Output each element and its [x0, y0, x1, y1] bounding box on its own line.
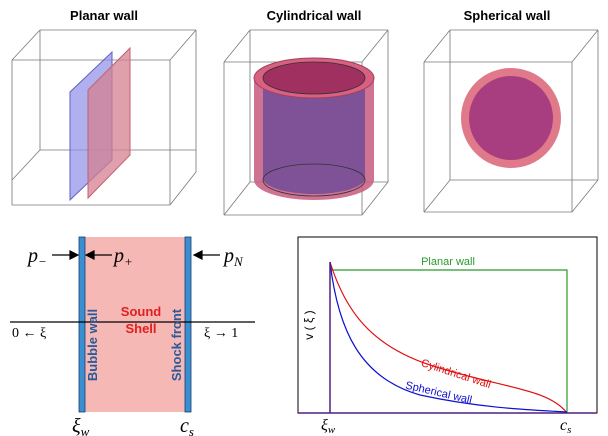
region-label: Shell: [125, 321, 156, 336]
position-label: cs: [560, 417, 571, 436]
curve-label: Planar wall: [421, 256, 475, 268]
panel-title: Spherical wall: [464, 8, 551, 23]
subscript: N: [233, 254, 244, 269]
symbol: p: [222, 245, 234, 267]
y-axis-label: v ( ξ ): [302, 310, 316, 339]
panel-title: Cylindrical wall: [267, 8, 362, 23]
region-label: Sound: [121, 304, 161, 319]
shock-front: [185, 237, 191, 412]
symbol: c: [180, 415, 189, 436]
symbol: p: [26, 245, 38, 267]
panel-title: Planar wall: [70, 8, 138, 23]
pressure-label: p−: [26, 245, 47, 269]
subscript: −: [38, 254, 47, 269]
position-label: cs: [180, 415, 194, 436]
subscript: s: [567, 424, 571, 436]
curve-label: Spherical wall: [404, 380, 473, 407]
symbol: c: [560, 417, 567, 434]
sphere-inner: [469, 76, 553, 160]
subscript: s: [189, 424, 194, 436]
figure: Planar wall Cylindrical wall Spherical w…: [0, 0, 608, 436]
position-label: ξw: [321, 417, 336, 436]
wall-label: Shock front: [169, 308, 184, 381]
left-arrow-label: 0 ← ξ: [12, 326, 46, 341]
pressure-label: pN: [222, 245, 244, 269]
right-arrow-label: ξ → 1: [204, 326, 238, 341]
subscript: w: [328, 424, 336, 436]
symbol: p: [112, 245, 124, 267]
cylinder-top-inner: [263, 62, 365, 94]
wall-label: Bubble wall: [85, 309, 100, 381]
subscript: +: [124, 254, 133, 269]
subscript: w: [81, 424, 90, 436]
position-label: ξw: [72, 415, 90, 436]
